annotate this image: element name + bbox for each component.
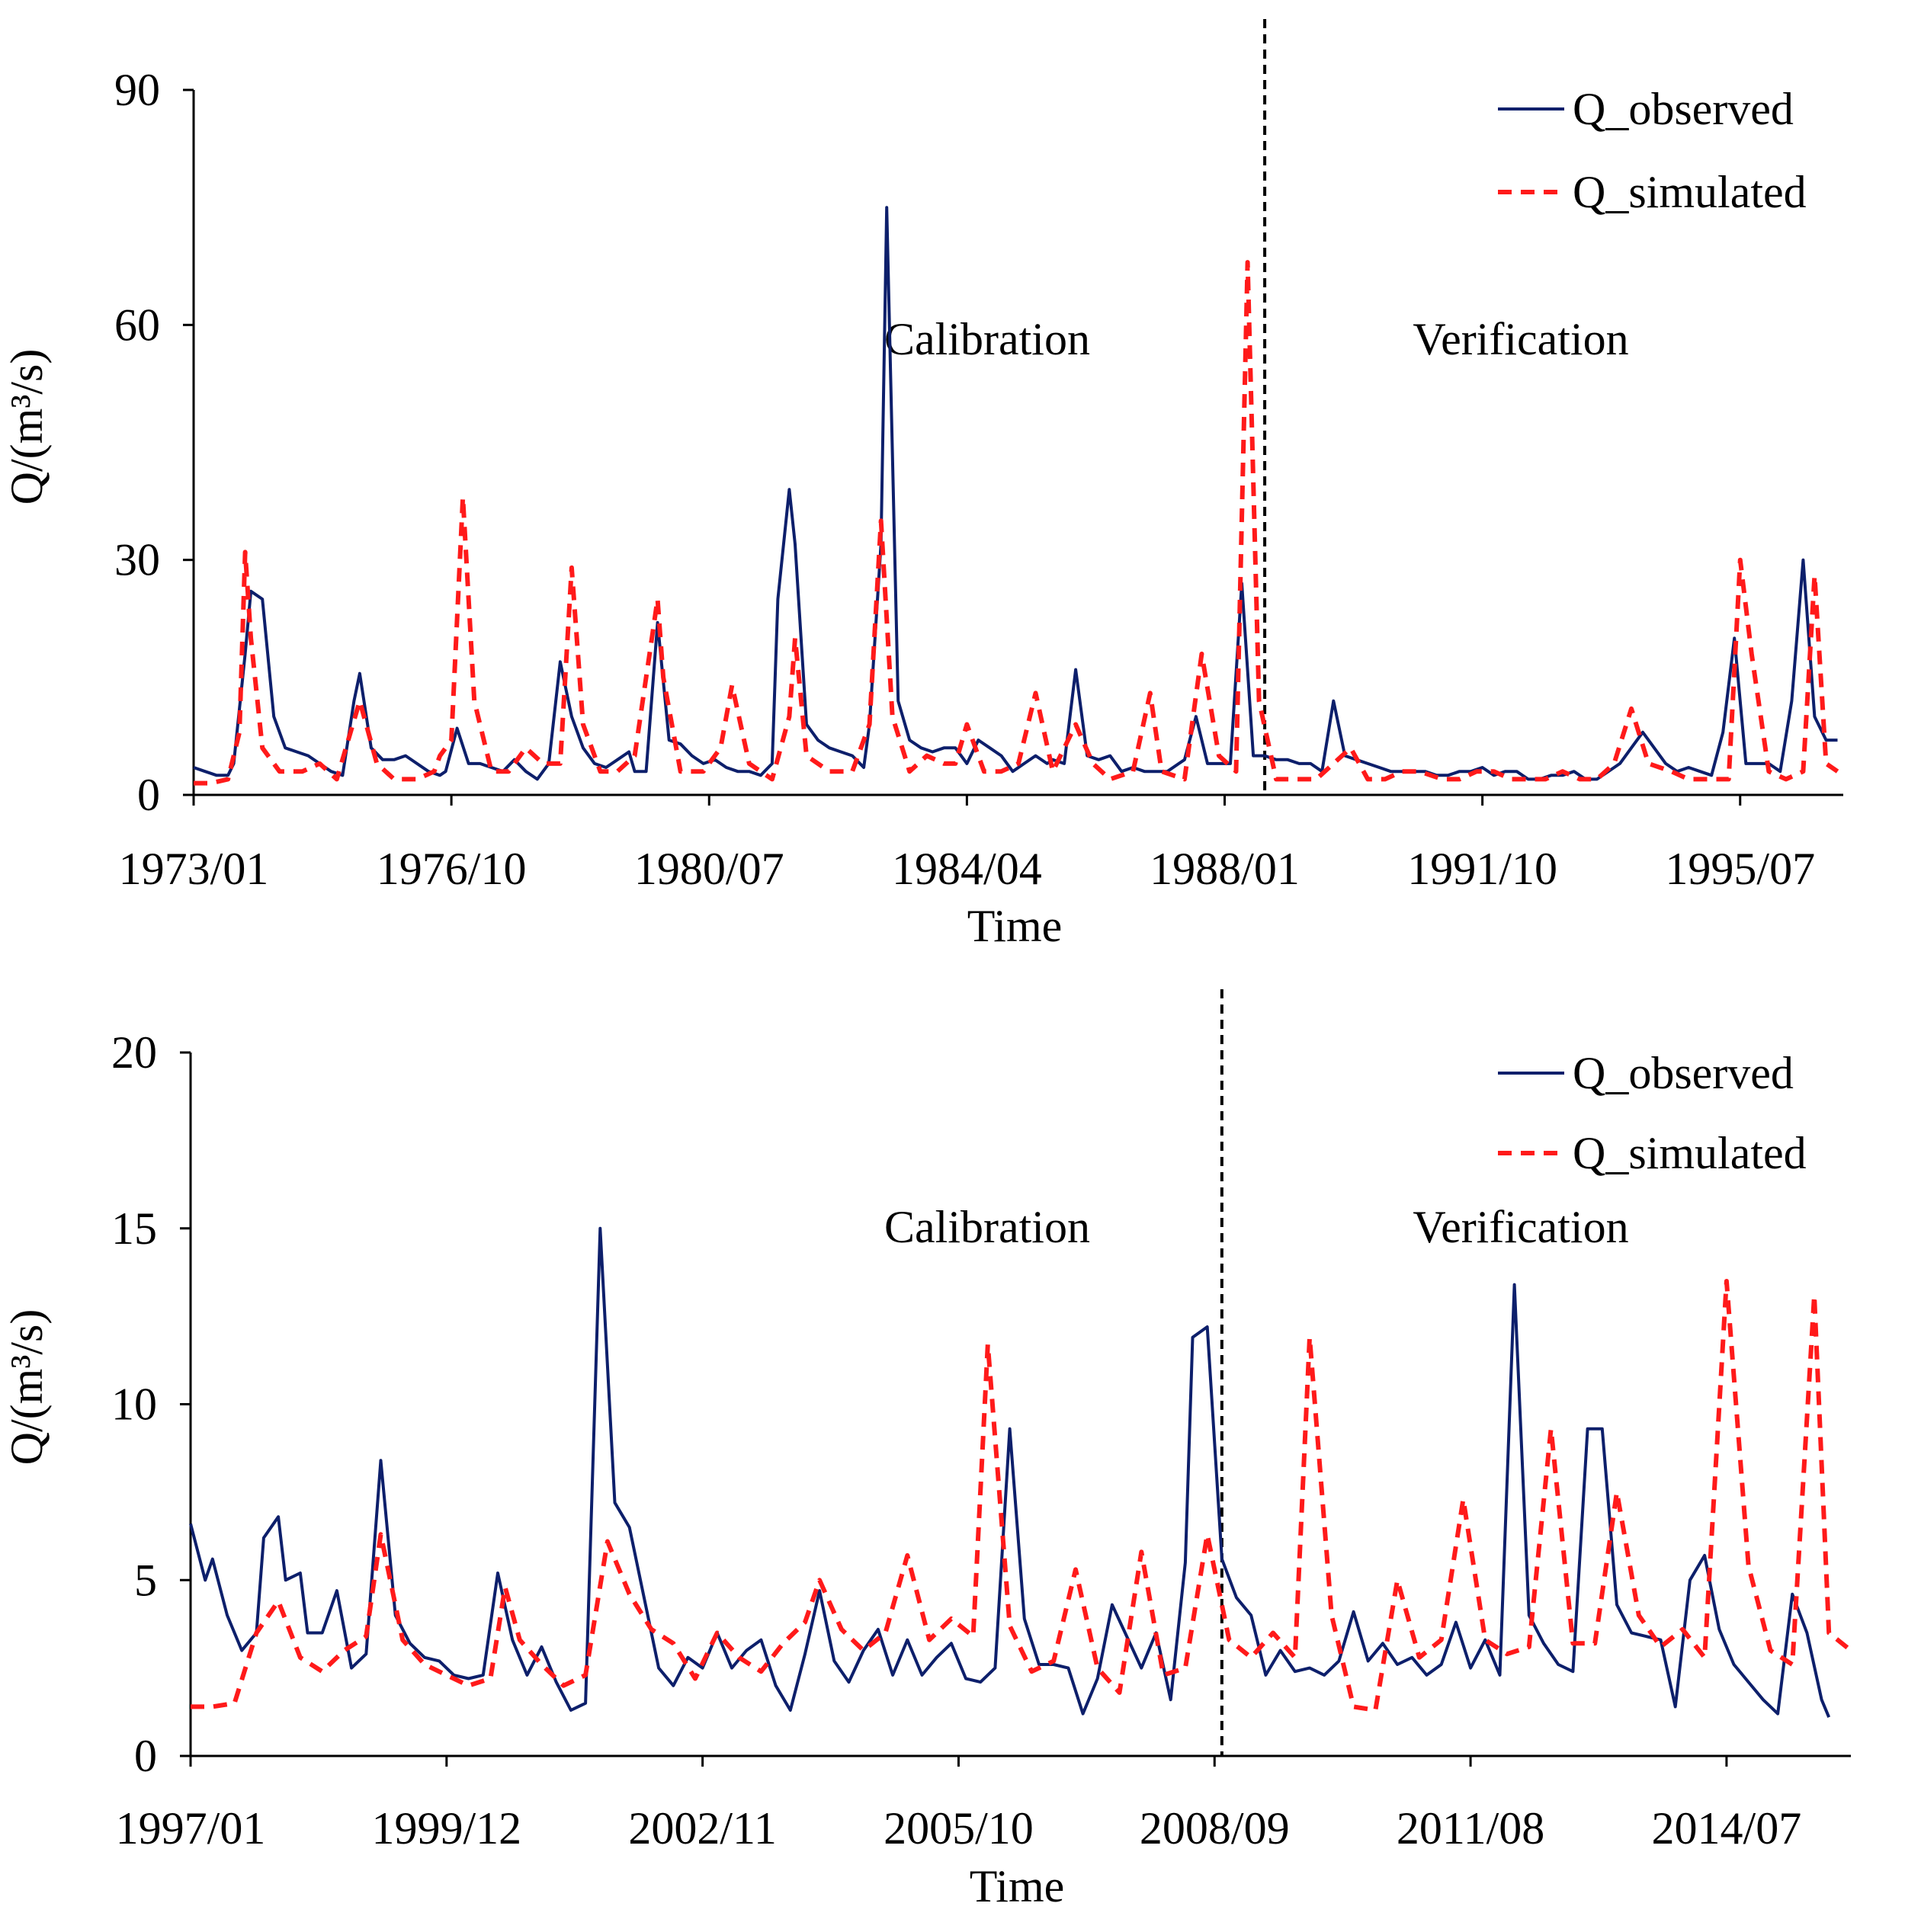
y-tick-label: 20 xyxy=(111,1027,157,1078)
x-tick-label: 2011/08 xyxy=(1397,1803,1544,1854)
y-tick-label: 30 xyxy=(114,535,160,585)
x-tick-label: 1995/07 xyxy=(1665,844,1815,894)
x-tick-label: 2008/09 xyxy=(1140,1803,1290,1854)
y-tick-label: 10 xyxy=(111,1379,157,1430)
y-tick-label: 0 xyxy=(134,1731,157,1781)
simulated-series-line xyxy=(194,260,1839,786)
x-axis-title: Time xyxy=(967,901,1063,951)
calibration-label: Calibration xyxy=(884,1202,1090,1252)
y-tick-label: 15 xyxy=(111,1203,157,1254)
y-tick-label: 0 xyxy=(137,770,160,820)
y-tick-label: 5 xyxy=(134,1555,157,1605)
x-tick-label: 1991/10 xyxy=(1407,844,1557,894)
chart-panel-1: 0 30 60 90 1973/01 1976/10 1980/07 1984/04 1988/… xyxy=(2,19,1843,951)
legend: Q_observed Q_simulated xyxy=(1498,84,1807,217)
x-tick-label: 1997/01 xyxy=(116,1803,266,1854)
legend-observed-label: Q_observed xyxy=(1573,84,1794,134)
x-tick-label: 1976/10 xyxy=(377,844,527,894)
y-axis-title: Q/(m³/s) xyxy=(2,1309,52,1466)
observed-series-line xyxy=(193,206,1838,781)
simulated-series-line xyxy=(191,1279,1852,1713)
x-tick-label: 1988/01 xyxy=(1150,844,1300,894)
x-tick-label: 2005/10 xyxy=(884,1803,1034,1854)
x-tick-label: 1984/04 xyxy=(892,844,1042,894)
x-tick-label: 1999/12 xyxy=(371,1803,521,1854)
legend-simulated-label: Q_simulated xyxy=(1573,1128,1807,1178)
x-tick-label: 1973/01 xyxy=(119,844,269,894)
y-tick-label: 60 xyxy=(114,300,160,350)
y-tick-label: 90 xyxy=(114,65,160,115)
x-tick-label: 2014/07 xyxy=(1652,1803,1802,1854)
y-axis-title: Q/(m³/s) xyxy=(2,349,52,505)
x-tick-label: 1980/07 xyxy=(634,844,784,894)
legend-observed-label: Q_observed xyxy=(1573,1048,1794,1098)
legend-simulated-label: Q_simulated xyxy=(1573,167,1807,217)
verification-label: Verification xyxy=(1413,314,1628,364)
calibration-label: Calibration xyxy=(884,314,1090,364)
x-tick-label: 2002/11 xyxy=(628,1803,776,1854)
legend: Q_observed Q_simulated xyxy=(1498,1048,1807,1178)
x-axis-title: Time xyxy=(970,1861,1065,1911)
chart-panel-2: 0 5 10 15 20 1997/01 1999/12 2002/11 2005/10 2008… xyxy=(2,989,1852,1911)
verification-label: Verification xyxy=(1413,1202,1628,1252)
